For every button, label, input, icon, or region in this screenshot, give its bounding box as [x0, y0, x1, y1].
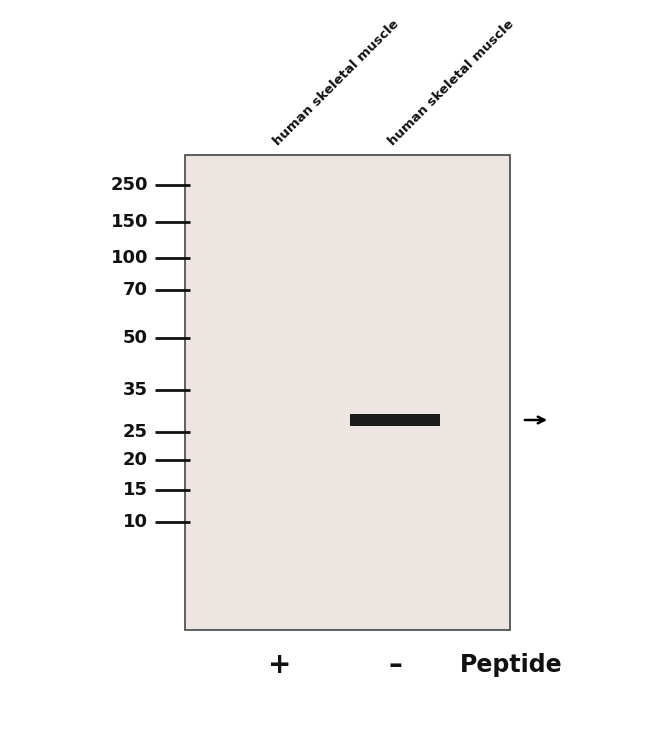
- Text: human skeletal muscle: human skeletal muscle: [271, 18, 402, 148]
- Text: 35: 35: [123, 381, 148, 399]
- Text: 70: 70: [123, 281, 148, 299]
- Text: 150: 150: [111, 213, 148, 231]
- Text: human skeletal muscle: human skeletal muscle: [386, 18, 517, 148]
- Text: Peptide: Peptide: [460, 653, 563, 677]
- Text: 100: 100: [111, 249, 148, 267]
- Text: 20: 20: [123, 451, 148, 469]
- Text: 10: 10: [123, 513, 148, 531]
- Text: +: +: [268, 651, 292, 679]
- Text: 50: 50: [123, 329, 148, 347]
- Text: 25: 25: [123, 423, 148, 441]
- Text: 250: 250: [111, 176, 148, 194]
- Text: 15: 15: [123, 481, 148, 499]
- Bar: [350, 414, 440, 426]
- Bar: [185, 155, 510, 630]
- Text: –: –: [388, 651, 402, 679]
